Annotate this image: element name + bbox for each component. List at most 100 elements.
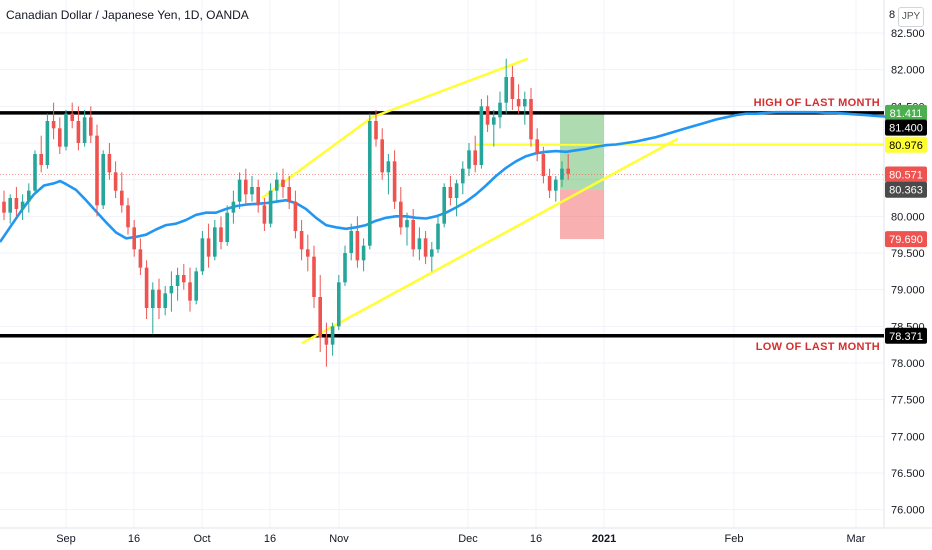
candle-body bbox=[138, 249, 143, 268]
x-tick-label: 16 bbox=[530, 533, 542, 545]
price-badge bbox=[885, 181, 927, 198]
candle-body bbox=[64, 113, 68, 147]
y-tick-label: 79.000 bbox=[891, 285, 925, 297]
candle-body bbox=[95, 135, 99, 206]
price-badge bbox=[885, 166, 927, 183]
candle-body bbox=[492, 117, 496, 125]
candle-body bbox=[244, 179, 248, 195]
candle-body bbox=[39, 154, 43, 165]
x-tick-label: Feb bbox=[725, 533, 744, 545]
candle-body bbox=[566, 168, 570, 174]
candle-body bbox=[330, 326, 335, 345]
candle-body bbox=[206, 238, 211, 257]
price-badge-text: 81.411 bbox=[890, 108, 923, 120]
y-tick-label: 80.000 bbox=[891, 211, 925, 223]
channel-trendline[interactable] bbox=[301, 137, 679, 345]
candle-body bbox=[237, 179, 242, 202]
x-tick-label: 16 bbox=[128, 533, 140, 545]
candle-body bbox=[516, 99, 521, 107]
candle-body bbox=[510, 77, 515, 99]
candle-body bbox=[405, 220, 409, 228]
candle-body bbox=[169, 286, 174, 294]
candle-body bbox=[200, 238, 205, 272]
channel-lines bbox=[261, 57, 679, 345]
candle-body bbox=[361, 245, 366, 261]
candles bbox=[2, 58, 570, 367]
channel-trendline[interactable] bbox=[261, 116, 373, 200]
candle-body bbox=[120, 190, 124, 206]
x-tick-label: 16 bbox=[264, 533, 276, 545]
candle-body bbox=[423, 238, 428, 257]
candle-body bbox=[132, 227, 136, 250]
candle-body bbox=[45, 121, 50, 165]
candle-body bbox=[380, 139, 384, 173]
price-badge-text: 80.363 bbox=[889, 185, 923, 197]
price-badge bbox=[885, 231, 927, 248]
candle-body bbox=[20, 201, 25, 209]
currency-button[interactable]: JPY bbox=[898, 7, 924, 27]
candle-body bbox=[399, 201, 403, 228]
candle-body bbox=[498, 102, 502, 118]
price-badge bbox=[885, 119, 927, 136]
channel-trendline[interactable] bbox=[371, 57, 529, 119]
candle-body bbox=[126, 205, 130, 228]
y-tick-label: 77.000 bbox=[891, 431, 925, 443]
candle-body bbox=[485, 106, 490, 125]
x-tick-label: Dec bbox=[458, 533, 478, 545]
y-axis: 76.00076.50077.00077.50078.00078.50079.0… bbox=[883, 0, 925, 528]
candle-body bbox=[368, 121, 372, 246]
x-tick-label: Oct bbox=[193, 533, 210, 545]
y-tick-label: 76.000 bbox=[891, 505, 925, 517]
candle-body bbox=[268, 190, 273, 224]
candle-body bbox=[374, 121, 378, 140]
candle-body bbox=[157, 289, 161, 308]
price-badge-text: 81.400 bbox=[889, 123, 923, 135]
candle-body bbox=[8, 198, 12, 213]
candle-body bbox=[213, 227, 217, 257]
candle-body bbox=[473, 150, 477, 165]
candle-body bbox=[324, 337, 329, 345]
y-tick-label: 76.500 bbox=[891, 468, 925, 480]
candle-body bbox=[27, 190, 31, 202]
candle-body bbox=[293, 201, 298, 231]
candle-body bbox=[337, 282, 341, 327]
price-badge-text: 79.690 bbox=[889, 234, 923, 246]
x-tick-label: Mar bbox=[847, 533, 866, 545]
y-tick-label: 82.000 bbox=[891, 65, 925, 77]
horizontal-levels bbox=[0, 111, 884, 338]
candle-body bbox=[430, 249, 434, 257]
price-badge bbox=[885, 104, 927, 121]
candle-body bbox=[225, 212, 229, 242]
candle-body bbox=[219, 227, 223, 242]
candle-body bbox=[76, 121, 81, 143]
top-price-partial: 8 bbox=[889, 9, 896, 21]
position-zones bbox=[560, 112, 604, 240]
y-tick-label: 82.500 bbox=[891, 28, 925, 40]
candle-body bbox=[442, 187, 446, 224]
candle-body bbox=[560, 168, 564, 180]
candle-body bbox=[33, 154, 37, 191]
stop-zone bbox=[560, 189, 604, 240]
x-axis: Sep 16 Oct 16 Nov Dec 16 2021 Feb Mar bbox=[0, 527, 932, 545]
candle-body bbox=[529, 99, 533, 140]
y-tick-label: 77.500 bbox=[891, 395, 925, 407]
level-annotation: HIGH OF LAST MONTH bbox=[754, 97, 880, 109]
candle-body bbox=[14, 198, 19, 209]
price-badge-text: 80.571 bbox=[889, 169, 923, 181]
candle-body bbox=[107, 154, 112, 173]
price-badges: 81.411 81.400 80.976 80.571 80.363 79.690 78.3… bbox=[885, 104, 927, 344]
candle-body bbox=[349, 231, 353, 253]
price-badge bbox=[885, 327, 927, 344]
candle-body bbox=[306, 249, 310, 257]
candle-body bbox=[250, 187, 254, 195]
candle-body bbox=[417, 238, 422, 250]
candle-body bbox=[436, 223, 440, 250]
candle-body bbox=[51, 121, 56, 129]
candle-body bbox=[343, 253, 347, 283]
candle-body bbox=[318, 297, 322, 338]
price-badge bbox=[885, 136, 927, 153]
candle-body bbox=[275, 179, 279, 191]
y-tick-label: 79.500 bbox=[891, 248, 925, 260]
